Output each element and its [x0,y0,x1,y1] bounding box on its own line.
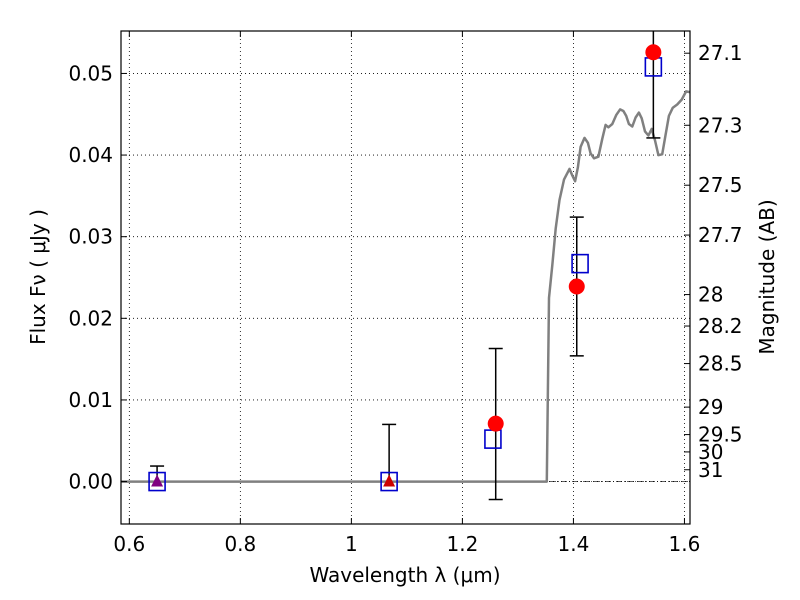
magnitude-tick-label: 27.5 [698,173,743,197]
magnitude-tick-label: 27.1 [698,41,743,65]
observed-point [645,44,662,61]
spectrum-line [121,90,691,483]
y-tick-label: 0.01 [68,388,113,412]
observed-point [568,278,585,295]
magnitude-tick-label: 28.2 [698,314,743,338]
observed-point [487,415,504,432]
x-tick-label: 1 [345,532,358,556]
right-axis-label: Magnitude (AB) [755,199,779,354]
plot-frame [120,30,691,525]
x-tick-label: 0.8 [224,532,256,556]
y-tick-label: 0.02 [68,306,113,330]
magnitude-tick-label: 29 [698,395,723,419]
magnitude-tick-label: 28 [698,283,723,307]
x-axis-label: Wavelength λ (μm) [309,563,500,587]
y-axis-label: Flux Fν ( μJy ) [26,209,50,345]
model-point [571,253,589,274]
upper-limit-point [151,474,164,487]
magnitude-tick-label: 27.3 [698,113,743,137]
y-tick-label: 0.00 [68,470,113,494]
y-tick-label: 0.04 [68,143,113,167]
axis-ticks: 0.6 0.8 1 1.2 1.4 1.6 0.00 0.01 0.02 0.03 0.04 0.05… [68,31,743,556]
x-tick-label: 1.4 [558,532,590,556]
data-points [148,31,663,501]
x-tick-label: 1.6 [669,532,701,556]
magnitude-tick-label: 28.5 [698,352,743,376]
x-tick-label: 0.6 [113,532,145,556]
x-tick-label: 1.2 [446,532,478,556]
model-point [148,471,166,492]
model-point [380,471,398,492]
upper-limit-point [383,474,396,487]
y-tick-label: 0.03 [68,225,113,249]
model-spectrum [121,90,691,483]
magnitude-tick-label: 27.7 [698,223,743,247]
y-tick-label: 0.05 [68,61,113,85]
magnitude-tick-label: 30 [698,440,723,464]
magnitude-tick-label: 29.5 [698,423,743,447]
magnitude-tick-label: 31 [698,458,723,482]
